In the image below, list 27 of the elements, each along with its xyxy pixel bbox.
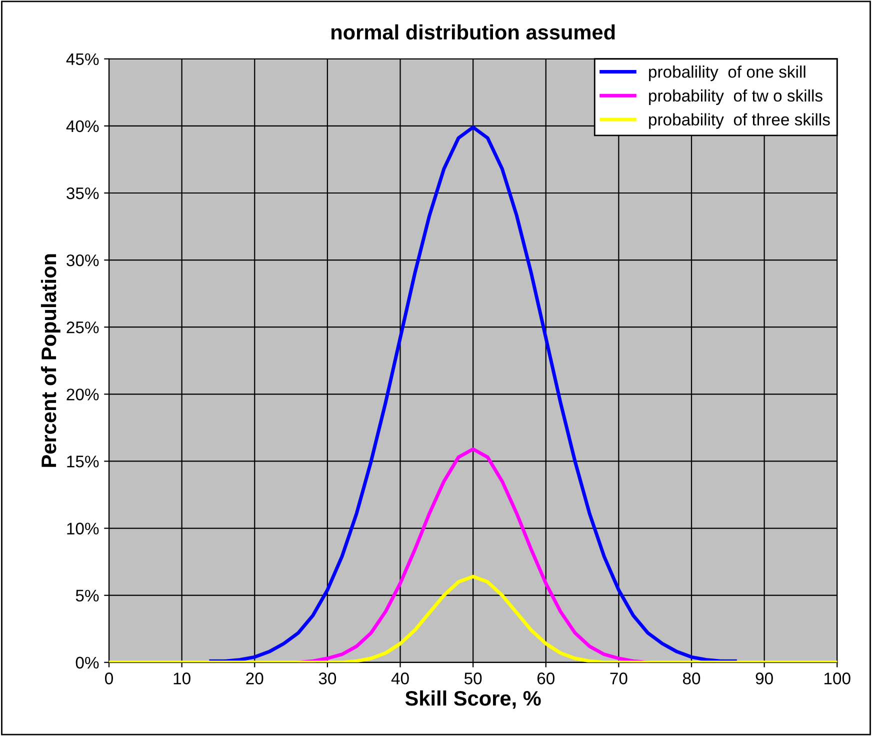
y-tick-label: 25% (66, 322, 99, 334)
x-tick-label: 50 (464, 672, 482, 684)
x-tick-label: 70 (610, 672, 628, 684)
legend-label: probalility of one skill (649, 66, 806, 82)
chart-title: normal distribution assumed (331, 24, 615, 40)
y-tick-label: 35% (66, 187, 99, 200)
y-tick-label: 0% (76, 656, 99, 669)
x-tick-label: 10 (174, 672, 190, 684)
x-tick-label: 0 (105, 672, 113, 684)
x-axis-title: Skill Score, % (405, 690, 541, 709)
x-tick-label: 30 (318, 672, 336, 684)
y-tick-label: 20% (66, 388, 99, 400)
legend-label: probability of tw o skills (649, 89, 822, 105)
x-tick-label: 60 (537, 672, 554, 684)
y-axis-title: Percent of Population (40, 254, 60, 467)
y-tick-label: 40% (66, 120, 99, 132)
x-tick-label: 100 (824, 672, 850, 684)
y-tick-label: 10% (67, 522, 99, 534)
y-tick-label: 30% (66, 254, 99, 266)
x-tick-label: 80 (682, 672, 700, 684)
y-tick-label: 5% (76, 590, 99, 602)
y-tick-label: 45% (66, 53, 99, 66)
x-tick-label: 20 (246, 672, 264, 684)
y-tick-label: 15% (67, 456, 99, 468)
x-tick-label: 40 (391, 672, 409, 684)
legend-label: probability of three skills (649, 113, 830, 129)
x-tick-label: 90 (756, 672, 773, 684)
